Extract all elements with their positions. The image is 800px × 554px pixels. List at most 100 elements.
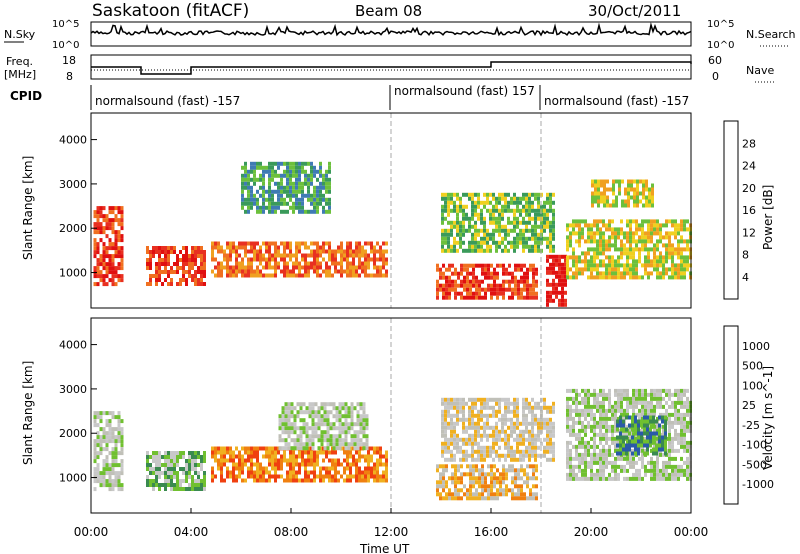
heatmap-cell-velocity-r6 — [671, 404, 674, 409]
heatmap-cell-velocity-r5 — [447, 397, 450, 402]
heatmap-cell-power-r4 — [439, 267, 442, 272]
heatmap-cell-power-r5 — [501, 208, 504, 213]
heatmap-cell-power-r5 — [444, 228, 447, 233]
heatmap-cell-velocity-r1 — [158, 475, 161, 479]
heatmap-cell-power-r2 — [304, 265, 307, 270]
heatmap-cell-power-r7 — [629, 223, 632, 228]
heatmap-cell-velocity-r5 — [462, 457, 465, 462]
heatmap-cell-power-r0 — [99, 222, 103, 227]
heatmap-cell-velocity-r2 — [385, 474, 388, 479]
heatmap-cell-velocity-r0 — [114, 479, 118, 484]
heatmap-cell-power-r3 — [277, 197, 280, 202]
heatmap-cell-power-r2 — [211, 241, 214, 246]
heatmap-cell-velocity-r6 — [674, 428, 677, 433]
heatmap-cell-power-r4 — [478, 263, 481, 268]
heatmap-cell-velocity-r4 — [448, 496, 451, 501]
heatmap-cell-power-r3 — [259, 173, 262, 178]
heatmap-cell-power-r2 — [358, 273, 361, 278]
freq-unit-label: [MHz] — [4, 68, 36, 81]
heatmap-cell-power-r7 — [686, 247, 689, 252]
heatmap-cell-velocity-r6 — [668, 460, 671, 465]
heatmap-cell-power-r4 — [529, 267, 532, 272]
heatmap-cell-power-r2 — [352, 269, 355, 274]
heatmap-cell-velocity-r6 — [584, 408, 587, 413]
heatmap-cell-power-r5 — [519, 200, 522, 205]
heatmap-cell-velocity-r4 — [475, 476, 478, 481]
heatmap-cell-power-r8 — [606, 195, 609, 200]
heatmap-cell-power-r8 — [648, 199, 651, 204]
heatmap-cell-velocity-r5 — [489, 453, 492, 458]
heatmap-cell-velocity-r5 — [462, 425, 465, 430]
heatmap-cell-velocity-r1 — [161, 483, 164, 487]
heatmap-cell-velocity-r7 — [652, 415, 655, 420]
heatmap-cell-power-r2 — [232, 241, 235, 246]
heatmap-cell-velocity-r2 — [343, 478, 346, 483]
heatmap-cell-velocity-r3 — [311, 414, 315, 419]
heatmap-cell-velocity-r5 — [462, 413, 465, 418]
heatmap-cell-velocity-r4 — [436, 484, 439, 489]
heatmap-cell-power-r0 — [111, 274, 115, 279]
heatmap-cell-power-r2 — [361, 261, 364, 266]
heatmap-cell-velocity-r7 — [664, 415, 667, 420]
heatmap-cell-power-r4 — [526, 279, 529, 284]
heatmap-cell-velocity-r1 — [203, 479, 206, 483]
heatmap-cell-velocity-r3 — [314, 434, 318, 439]
heatmap-cell-power-r7 — [611, 235, 614, 240]
heatmap-cell-power-r7 — [620, 219, 623, 224]
heatmap-cell-velocity-r4 — [475, 464, 478, 469]
heatmap-cell-velocity-r4 — [514, 472, 517, 477]
heatmap-cell-power-r7 — [626, 231, 629, 236]
heatmap-cell-velocity-r6 — [587, 396, 590, 401]
heatmap-cell-velocity-r7 — [619, 423, 622, 428]
heatmap-cell-velocity-r3 — [302, 418, 306, 423]
heatmap-cell-velocity-r6 — [686, 412, 689, 417]
heatmap-cell-power-r3 — [262, 197, 265, 202]
heatmap-cell-power-r4 — [502, 263, 505, 268]
heatmap-cell-velocity-r7 — [637, 427, 640, 432]
heatmap-cell-power-r5 — [498, 212, 501, 217]
heatmap-cell-power-r1 — [164, 278, 167, 282]
heatmap-cell-velocity-r6 — [593, 428, 596, 433]
heatmap-cell-power-r8 — [642, 187, 645, 192]
heatmap-cell-power-r3 — [268, 185, 271, 190]
heatmap-cell-velocity-r0 — [102, 439, 106, 444]
heatmap-cell-power-r2 — [376, 249, 379, 254]
heatmap-cell-power-r5 — [537, 248, 540, 253]
heatmap-cell-power-r4 — [496, 287, 499, 292]
heatmap-cell-power-r7 — [668, 235, 671, 240]
heatmap-cell-power-r2 — [328, 249, 331, 254]
heatmap-cell-power-r2 — [226, 245, 229, 250]
heatmap-cell-power-r2 — [361, 265, 364, 270]
heatmap-cell-velocity-r6 — [653, 444, 656, 449]
heatmap-cell-velocity-r6 — [683, 436, 686, 441]
heatmap-cell-power-r0 — [111, 206, 115, 211]
heatmap-cell-velocity-r5 — [462, 405, 465, 410]
heatmap-cell-power-r7 — [641, 239, 644, 244]
heatmap-cell-velocity-r3 — [308, 434, 312, 439]
heatmap-cell-velocity-r2 — [382, 474, 385, 479]
heatmap-cell-velocity-r2 — [298, 466, 301, 471]
heatmap-cell-velocity-r2 — [226, 450, 229, 455]
heatmap-cell-power-r2 — [274, 245, 277, 250]
heatmap-cell-power-r7 — [608, 263, 611, 268]
heatmap-cell-power-r4 — [448, 263, 451, 268]
heatmap-cell-power-r5 — [531, 216, 534, 221]
heatmap-cell-power-r2 — [352, 249, 355, 254]
heatmap-cell-power-r7 — [608, 227, 611, 232]
heatmap-cell-power-r5 — [498, 196, 501, 201]
heatmap-cell-velocity-r6 — [572, 416, 575, 421]
heatmap-cell-power-r5 — [459, 196, 462, 201]
heatmap-cell-power-r2 — [226, 257, 229, 262]
heatmap-cell-power-r2 — [319, 261, 322, 266]
heatmap-cell-power-r1 — [158, 274, 161, 278]
heatmap-cell-velocity-r6 — [659, 392, 662, 397]
heatmap-cell-power-r8 — [597, 203, 600, 208]
heatmap-cell-power-r3 — [280, 161, 283, 166]
heatmap-cell-power-r2 — [331, 261, 334, 266]
heatmap-cell-power-r4 — [496, 291, 499, 296]
heatmap-cell-power-r5 — [444, 216, 447, 221]
heatmap-cell-power-r6 — [558, 254, 561, 259]
heatmap-cell-velocity-r7 — [649, 439, 652, 444]
heatmap-cell-velocity-r6 — [599, 412, 602, 417]
heatmap-cell-power-r5 — [477, 248, 480, 253]
